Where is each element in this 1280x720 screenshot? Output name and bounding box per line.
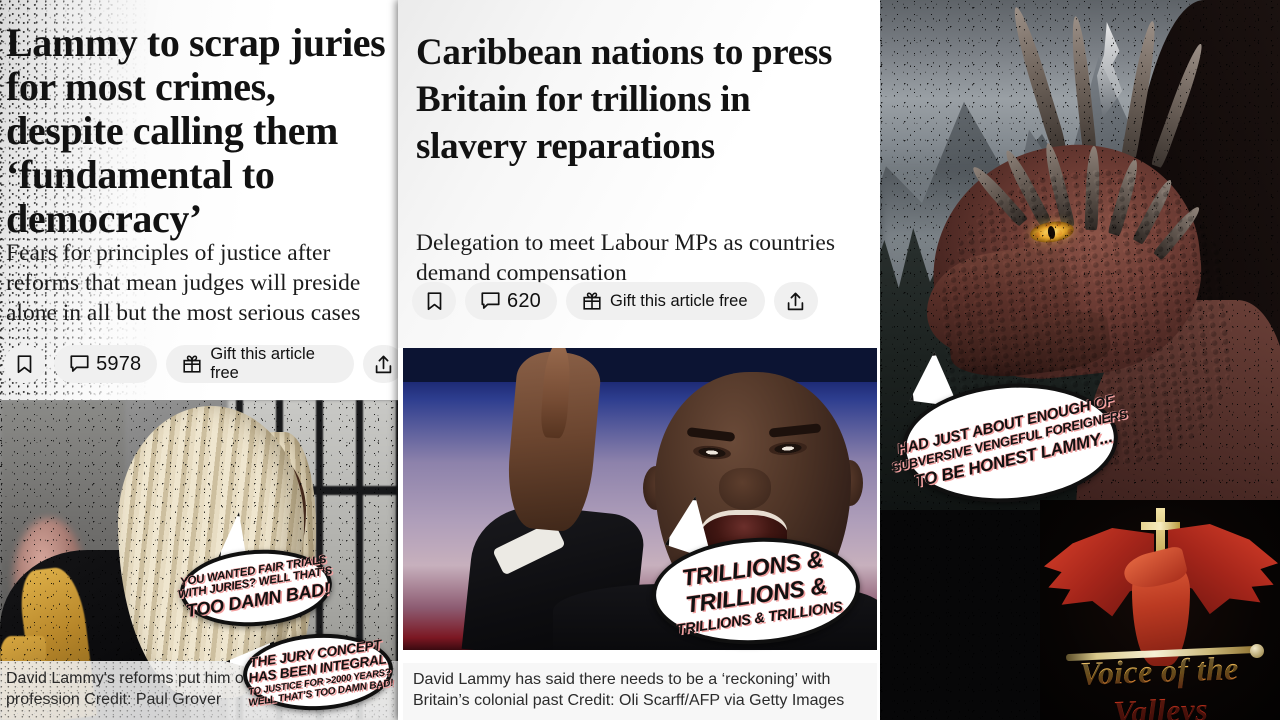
mid-article-text-area: Caribbean nations to press Britain for t… <box>398 0 882 348</box>
gift-article-button[interactable]: Gift this article free <box>565 282 765 320</box>
bookmark-icon <box>427 291 442 311</box>
lammy-photo <box>403 348 877 650</box>
grain-texture-overlay <box>0 0 150 400</box>
comment-count: 620 <box>507 289 541 312</box>
comments-button[interactable]: 620 <box>465 282 557 320</box>
gift-icon <box>583 292 601 310</box>
comments-button[interactable]: 5978 <box>54 345 158 383</box>
gift-icon <box>183 355 201 373</box>
share-button[interactable] <box>362 345 404 383</box>
cross-icon <box>1156 508 1165 570</box>
share-icon <box>787 292 804 311</box>
mid-standfirst: Delegation to meet Labour MPs as countri… <box>416 229 835 286</box>
lammy-nose <box>719 468 771 510</box>
gift-article-button[interactable]: Gift this article free <box>166 345 354 383</box>
left-action-bar: 5978 Gift this article free <box>4 345 404 383</box>
left-article-panel: Lammy to scrap juries for most crimes, d… <box>0 0 404 720</box>
gift-article-label: Gift this article free <box>210 345 315 382</box>
bookmark-button[interactable] <box>4 345 46 383</box>
comment-count: 5978 <box>96 352 142 375</box>
mid-action-bar: 620 Gift this article free <box>412 282 818 320</box>
left-standfirst: Fears for principles of justice after re… <box>6 239 361 326</box>
bookmark-button[interactable] <box>412 282 456 320</box>
left-article-text-area: Lammy to scrap juries for most crimes, d… <box>0 0 404 400</box>
mid-photo-caption: David Lammy has said there needs to be a… <box>403 663 877 720</box>
voice-of-the-valleys-logo: Voice of the Valleys <box>1040 500 1280 720</box>
comment-icon <box>481 292 500 310</box>
logo-wordmark: Voice of the Valleys <box>1043 648 1276 720</box>
photo-background-band <box>403 348 877 382</box>
mid-caption-text: David Lammy has said there needs to be a… <box>413 671 845 709</box>
comment-icon <box>70 355 89 373</box>
cross-icon <box>1141 522 1180 530</box>
share-icon <box>375 355 392 374</box>
left-headline: Lammy to scrap juries for most crimes, d… <box>6 19 386 241</box>
bookmark-icon <box>17 354 32 374</box>
share-button[interactable] <box>773 282 818 320</box>
gift-article-label: Gift this article free <box>609 291 748 310</box>
mid-headline: Caribbean nations to press Britain for t… <box>416 31 833 167</box>
